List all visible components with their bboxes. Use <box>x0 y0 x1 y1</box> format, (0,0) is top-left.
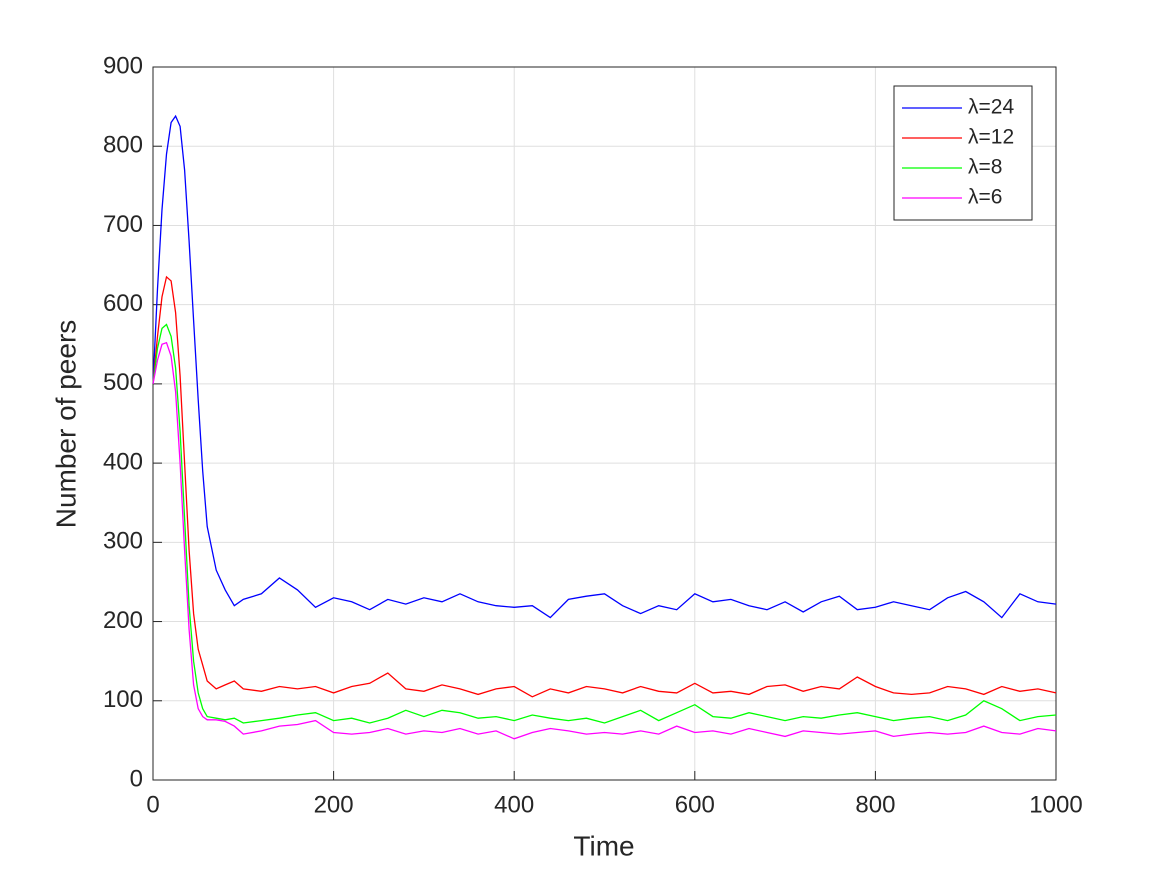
legend-label: λ=6 <box>968 186 1002 209</box>
x-tick-label: 600 <box>675 791 715 818</box>
data-line <box>152 114 1057 619</box>
y-tick-label: 500 <box>103 369 143 396</box>
y-tick-label: 400 <box>103 448 143 475</box>
x-tick-label: 1000 <box>1029 791 1082 818</box>
legend-label: λ=12 <box>968 126 1014 149</box>
x-axis-label: Time <box>573 830 634 861</box>
x-tick-label: 0 <box>146 791 159 818</box>
y-tick-label: 300 <box>103 528 143 555</box>
y-tick-label: 600 <box>103 290 143 317</box>
x-tick-label: 800 <box>855 791 895 818</box>
legend-label: λ=8 <box>968 156 1002 179</box>
y-tick-label: 100 <box>103 686 143 713</box>
y-tick-label: 900 <box>103 52 143 79</box>
x-tick-label: 200 <box>314 791 354 818</box>
y-axis-label: Number of peers <box>50 320 81 529</box>
y-tick-label: 200 <box>103 607 143 634</box>
plot-frame <box>152 66 1057 781</box>
y-tick-label: 700 <box>103 211 143 238</box>
data-line <box>152 341 1057 740</box>
data-line <box>152 323 1057 724</box>
data-line <box>152 275 1057 698</box>
y-tick-label: 800 <box>103 132 143 159</box>
legend-label: λ=24 <box>968 96 1014 119</box>
x-tick-label: 400 <box>494 791 534 818</box>
y-tick-label: 0 <box>130 765 143 792</box>
